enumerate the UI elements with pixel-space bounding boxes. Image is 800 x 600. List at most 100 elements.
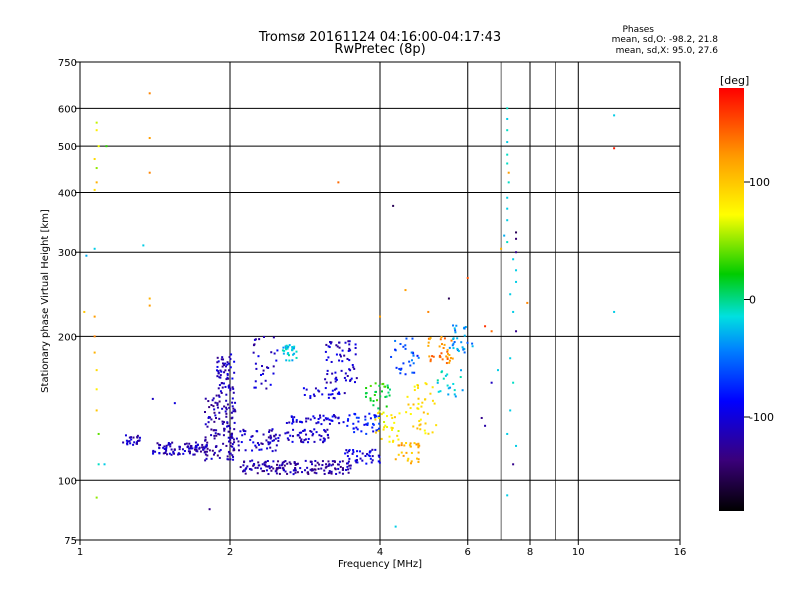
data-point xyxy=(225,393,228,396)
data-point xyxy=(328,470,331,473)
data-point xyxy=(255,430,258,433)
data-point xyxy=(97,463,100,466)
data-point xyxy=(231,405,234,408)
data-point xyxy=(427,432,430,435)
data-point xyxy=(369,457,372,460)
data-point xyxy=(364,395,367,398)
data-point xyxy=(429,360,432,363)
data-point xyxy=(347,450,350,453)
data-point xyxy=(353,381,356,384)
data-point xyxy=(348,347,351,350)
data-point xyxy=(400,442,403,445)
data-point xyxy=(226,363,229,366)
data-point xyxy=(286,347,289,350)
data-point xyxy=(185,442,188,445)
data-point xyxy=(207,421,210,424)
data-point xyxy=(138,439,141,442)
data-point xyxy=(295,419,298,422)
data-point xyxy=(333,415,336,418)
data-point xyxy=(365,387,368,390)
data-point xyxy=(330,341,333,344)
data-point xyxy=(229,441,232,444)
data-point xyxy=(265,366,268,369)
data-point xyxy=(310,469,313,472)
data-point xyxy=(173,402,176,405)
data-point xyxy=(217,370,220,373)
data-point xyxy=(242,470,245,473)
data-point xyxy=(386,426,389,429)
data-point xyxy=(348,457,351,460)
data-point xyxy=(305,433,308,436)
data-point xyxy=(348,343,351,346)
data-point xyxy=(313,471,316,474)
data-point xyxy=(383,385,386,388)
data-point xyxy=(466,341,469,344)
data-point xyxy=(340,369,343,372)
data-point xyxy=(286,431,289,434)
data-point xyxy=(416,427,419,430)
data-point xyxy=(213,420,216,423)
data-point xyxy=(95,129,98,132)
data-point xyxy=(229,387,232,390)
y-tick-label: 300 xyxy=(58,248,77,259)
data-point xyxy=(168,452,171,455)
data-point xyxy=(322,414,325,417)
data-point xyxy=(269,441,272,444)
data-point xyxy=(258,338,261,341)
data-point xyxy=(409,413,412,416)
data-point xyxy=(315,422,318,425)
data-point xyxy=(348,340,351,343)
data-point xyxy=(226,455,229,458)
data-point xyxy=(393,421,396,424)
data-point xyxy=(270,469,273,472)
data-point xyxy=(188,450,191,453)
data-point xyxy=(159,443,162,446)
data-point xyxy=(347,471,350,474)
data-point xyxy=(309,429,312,432)
data-point xyxy=(287,352,290,355)
data-point xyxy=(220,382,223,385)
data-point xyxy=(302,387,305,390)
data-point xyxy=(352,449,355,452)
data-point xyxy=(402,345,405,348)
data-point xyxy=(409,445,412,448)
data-point xyxy=(515,231,518,234)
data-point xyxy=(382,411,385,414)
data-point xyxy=(370,461,373,464)
data-point xyxy=(378,461,381,464)
data-point xyxy=(229,366,232,369)
data-point xyxy=(291,349,294,352)
data-point xyxy=(318,390,321,393)
data-point xyxy=(309,395,312,398)
data-point xyxy=(506,196,509,199)
data-point xyxy=(424,422,427,425)
data-point xyxy=(341,349,344,352)
data-point xyxy=(439,338,442,341)
data-point xyxy=(380,437,383,440)
data-point xyxy=(447,387,450,390)
data-point xyxy=(442,347,445,350)
data-point xyxy=(404,289,407,292)
data-point xyxy=(214,432,217,435)
data-point xyxy=(410,351,413,354)
data-point xyxy=(334,380,337,383)
data-point xyxy=(228,452,231,455)
data-point xyxy=(436,379,439,382)
data-point xyxy=(223,429,226,432)
data-point xyxy=(338,346,341,349)
data-point xyxy=(371,422,374,425)
data-point xyxy=(377,454,380,457)
data-point xyxy=(204,436,207,439)
data-point xyxy=(352,451,355,454)
data-point xyxy=(424,398,427,401)
data-point xyxy=(329,393,332,396)
data-point xyxy=(294,471,297,474)
data-point xyxy=(95,369,98,372)
data-point xyxy=(265,439,268,442)
data-point xyxy=(267,473,270,476)
data-point xyxy=(291,346,294,349)
data-point xyxy=(204,459,207,462)
data-point xyxy=(270,465,273,468)
data-point xyxy=(323,472,326,475)
data-point xyxy=(490,381,493,384)
